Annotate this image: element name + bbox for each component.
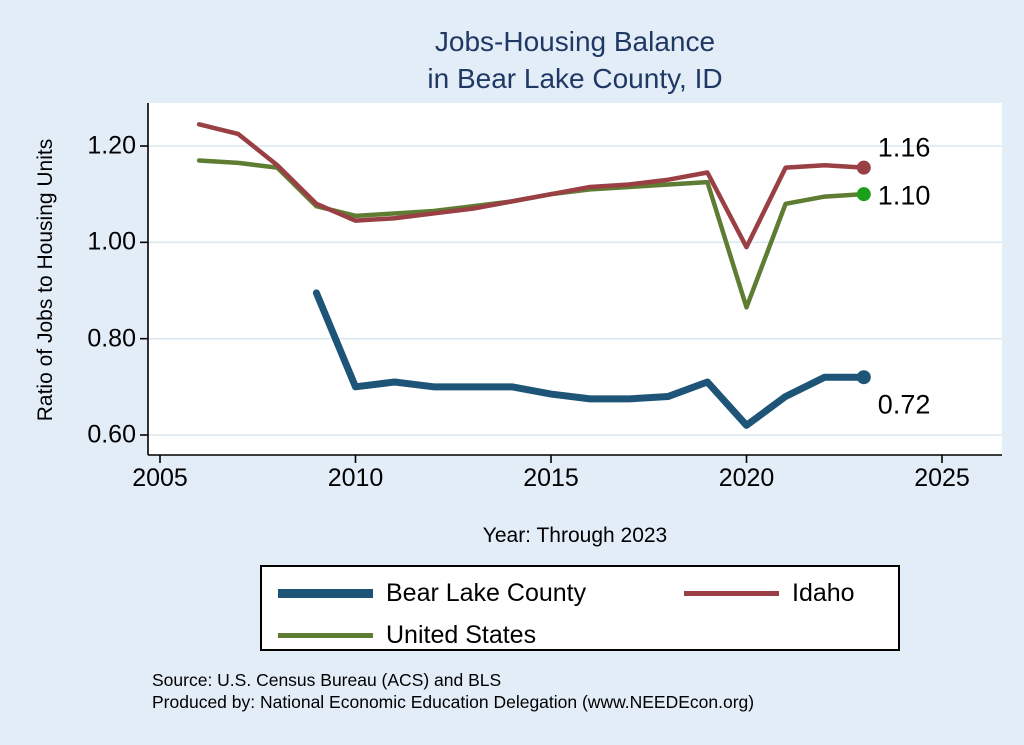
end-marker-bear-lake-county [856, 370, 871, 385]
x-tick-label: 2005 [132, 464, 188, 492]
x-tick-label: 2015 [523, 464, 579, 492]
end-marker-united-states [856, 187, 871, 202]
legend-swatch [684, 590, 779, 596]
legend-swatch [278, 632, 373, 638]
x-tick-label: 2020 [718, 464, 775, 492]
source-line1: Source: U.S. Census Bureau (ACS) and BLS [152, 670, 502, 690]
legend-label: Bear Lake County [386, 578, 587, 607]
series-line-idaho [196, 122, 867, 250]
x-axis-label: Year: Through 2023 [482, 524, 668, 547]
legend-label: Idaho [792, 578, 855, 607]
end-label-bear-lake-county: 0.72 [877, 389, 931, 420]
end-label-united-states: 1.10 [877, 180, 931, 211]
legend: Bear Lake County Idaho United States [260, 565, 900, 651]
chart-title: Jobs-Housing Balance in Bear Lake County… [148, 24, 1002, 98]
plot-background [148, 103, 1002, 455]
y-axis-label: Ratio of Jobs to Housing Units [34, 138, 57, 422]
y-tick-label: 1.00 [87, 227, 136, 256]
source-note: Source: U.S. Census Bureau (ACS) and BLS… [152, 669, 754, 714]
chart-title-line1: Jobs-Housing Balance [434, 26, 716, 57]
end-marker-idaho [856, 160, 871, 175]
y-tick-label: 1.20 [87, 131, 136, 160]
y-tick-label: 0.60 [87, 420, 136, 449]
chart-title-line2: in Bear Lake County, ID [427, 62, 723, 94]
x-tick-label: 2010 [327, 464, 384, 492]
legend-item: Idaho [684, 576, 855, 610]
legend-item: Bear Lake County [278, 576, 586, 610]
legend-swatch [278, 588, 373, 598]
x-tick-label: 2025 [914, 464, 970, 492]
source-line2: Produced by: National Economic Education… [152, 692, 755, 713]
end-label-idaho: 1.16 [877, 132, 931, 163]
series-line-bear-lake-county [312, 289, 868, 429]
y-tick-label: 0.80 [87, 324, 136, 353]
legend-label: United States [386, 620, 537, 649]
legend-item: United States [278, 618, 536, 652]
